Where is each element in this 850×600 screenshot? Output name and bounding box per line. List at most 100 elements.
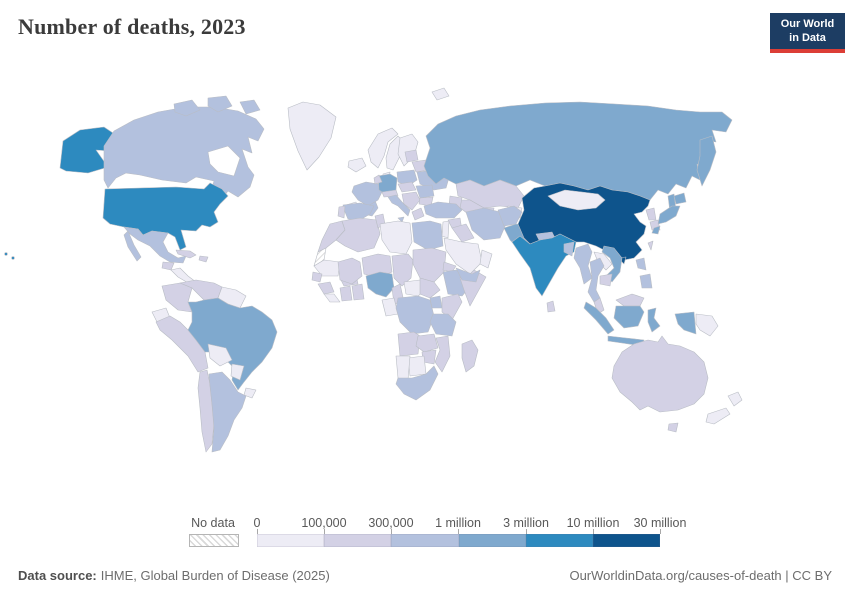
country-sudan[interactable] xyxy=(412,247,447,283)
country-malaysia-borneo[interactable] xyxy=(615,293,645,307)
country-philippines-luzon[interactable] xyxy=(635,257,647,271)
country-bolivia[interactable] xyxy=(207,343,233,367)
country-zambia[interactable] xyxy=(415,333,439,353)
country-chad[interactable] xyxy=(391,253,414,287)
country-uganda[interactable] xyxy=(429,295,443,309)
legend-bin-swatch[interactable] xyxy=(257,534,325,547)
country-algeria[interactable] xyxy=(335,217,381,253)
country-north-korea[interactable] xyxy=(645,207,657,221)
country-cuba[interactable] xyxy=(175,249,197,259)
country-mexico-baja[interactable] xyxy=(123,230,142,262)
country-australia[interactable] xyxy=(611,335,709,413)
country-iraq[interactable] xyxy=(451,223,475,243)
legend-no-data-swatch[interactable] xyxy=(189,534,239,547)
country-italy[interactable] xyxy=(387,194,411,217)
country-kazakhstan[interactable] xyxy=(455,179,525,209)
country-yemen[interactable] xyxy=(455,267,481,283)
country-niger[interactable] xyxy=(361,253,393,279)
country-uruguay[interactable] xyxy=(243,387,257,399)
country-czechia-hungary[interactable] xyxy=(397,181,417,193)
country-greece[interactable] xyxy=(411,207,425,221)
country-philippines-mindanao[interactable] xyxy=(639,273,653,289)
legend-bin-swatch[interactable] xyxy=(458,534,526,547)
country-hispaniola[interactable] xyxy=(198,255,209,263)
country-mexico[interactable] xyxy=(123,226,187,264)
country-papua-new-guinea[interactable] xyxy=(695,313,719,337)
country-argentina[interactable] xyxy=(208,371,247,453)
country-canada-island-3[interactable] xyxy=(239,99,261,115)
country-myanmar[interactable] xyxy=(573,243,593,285)
country-bangladesh[interactable] xyxy=(563,241,575,257)
country-colombia[interactable] xyxy=(161,282,193,313)
legend-bin-swatch[interactable] xyxy=(391,534,459,547)
country-cambodia[interactable] xyxy=(599,273,613,287)
country-canada[interactable] xyxy=(103,106,265,200)
country-balkans[interactable] xyxy=(401,191,421,211)
country-nigeria[interactable] xyxy=(365,271,395,298)
country-canada-island-1[interactable] xyxy=(173,99,201,117)
country-egypt[interactable] xyxy=(411,220,444,251)
country-south-sudan[interactable] xyxy=(419,277,441,299)
country-japan-hokkaido[interactable] xyxy=(673,192,687,205)
country-japan-honshu[interactable] xyxy=(657,205,681,225)
legend-bin-swatch[interactable] xyxy=(592,534,661,547)
country-australia-tasmania[interactable] xyxy=(667,422,679,433)
country-iran[interactable] xyxy=(465,207,507,241)
country-svalbard[interactable] xyxy=(431,87,450,101)
country-japan-kyushu[interactable] xyxy=(651,225,661,235)
country-india[interactable] xyxy=(511,233,577,297)
country-norway[interactable] xyxy=(367,127,399,169)
country-indonesia-sumatra[interactable] xyxy=(583,301,615,335)
country-indonesia-sulawesi[interactable] xyxy=(647,307,661,333)
country-peru[interactable] xyxy=(155,315,209,373)
country-kenya[interactable] xyxy=(441,293,463,321)
country-madagascar[interactable] xyxy=(461,339,479,373)
country-dr-congo[interactable] xyxy=(395,295,435,335)
country-ivory-coast[interactable] xyxy=(339,285,353,302)
legend-bin-swatch[interactable] xyxy=(525,534,593,547)
country-usa-mainland[interactable] xyxy=(102,182,229,251)
country-spain[interactable] xyxy=(342,202,375,221)
country-chile[interactable] xyxy=(197,369,215,453)
country-guatemala[interactable] xyxy=(161,261,175,271)
country-indonesia-kalimantan[interactable] xyxy=(613,305,645,329)
country-indonesia-papua[interactable] xyxy=(674,311,697,335)
country-sierra-leone-liberia[interactable] xyxy=(323,293,341,303)
country-iceland[interactable] xyxy=(347,157,367,173)
country-sri-lanka[interactable] xyxy=(546,300,556,313)
country-ghana-togo[interactable] xyxy=(351,283,365,301)
country-thailand[interactable] xyxy=(587,257,605,303)
country-mozambique[interactable] xyxy=(434,335,451,373)
attribution-link[interactable]: OurWorldinData.org/causes-of-death | CC … xyxy=(569,568,832,583)
country-benelux[interactable] xyxy=(373,174,383,185)
country-italy-sicily[interactable] xyxy=(397,216,405,223)
country-france[interactable] xyxy=(351,181,383,207)
country-new-zealand-south[interactable] xyxy=(705,407,731,425)
country-namibia[interactable] xyxy=(395,355,411,381)
country-levant[interactable] xyxy=(441,220,450,239)
country-taiwan[interactable] xyxy=(647,240,654,251)
country-libya[interactable] xyxy=(379,220,413,255)
country-greenland[interactable] xyxy=(287,101,337,171)
country-mali[interactable] xyxy=(337,257,363,285)
country-russia-kamchatka[interactable] xyxy=(696,135,717,187)
country-botswana[interactable] xyxy=(407,355,427,377)
country-baltics[interactable] xyxy=(404,149,419,163)
country-paraguay[interactable] xyxy=(230,363,245,381)
country-canada-island-2[interactable] xyxy=(207,95,233,113)
country-afghanistan[interactable] xyxy=(497,205,523,227)
country-romania[interactable] xyxy=(415,184,435,199)
country-south-africa[interactable] xyxy=(395,365,439,401)
country-usa-hawaii-1[interactable] xyxy=(4,252,8,256)
country-tanzania[interactable] xyxy=(429,313,457,337)
owid-logo[interactable]: Our World in Data xyxy=(770,13,845,53)
country-senegal[interactable] xyxy=(311,271,323,283)
country-brazil[interactable] xyxy=(187,297,278,391)
country-mongolia[interactable] xyxy=(547,189,606,211)
country-guinea[interactable] xyxy=(317,281,335,295)
country-turkey[interactable] xyxy=(423,201,463,219)
country-portugal[interactable] xyxy=(337,205,346,219)
country-new-zealand-north[interactable] xyxy=(727,391,743,407)
legend-bin-swatch[interactable] xyxy=(324,534,392,547)
country-saudi-arabia[interactable] xyxy=(443,237,483,275)
